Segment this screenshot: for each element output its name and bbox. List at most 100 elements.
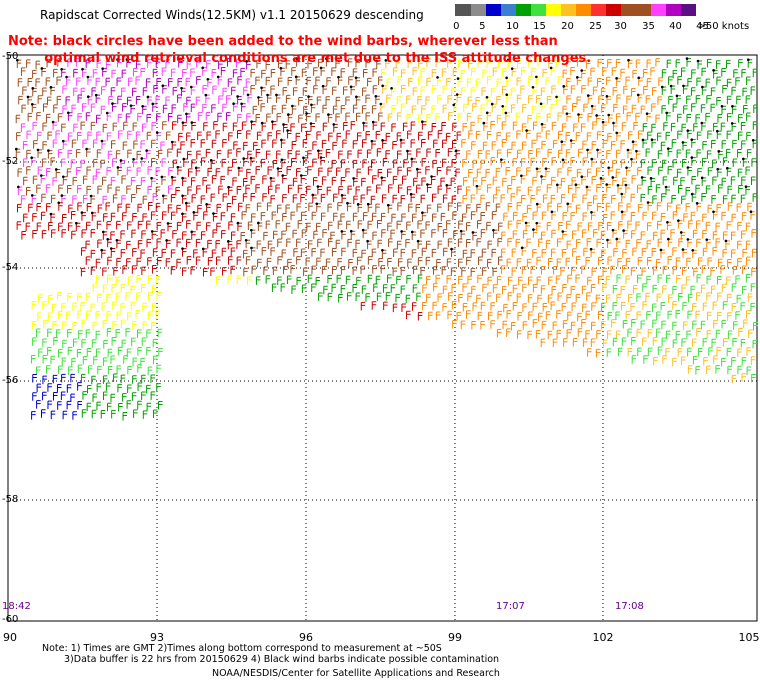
wind-barb	[285, 60, 291, 69]
wind-barb	[86, 221, 91, 231]
wind-barb	[141, 283, 146, 293]
wind-barb	[678, 292, 683, 302]
wind-barb	[686, 257, 691, 267]
wind-barb	[442, 303, 447, 312]
wind-barb	[372, 231, 377, 241]
wind-barb	[90, 303, 96, 313]
wind-barb	[442, 194, 448, 203]
wind-barb	[685, 149, 691, 158]
wind-barb	[653, 356, 658, 366]
wind-barb	[397, 184, 403, 194]
wind-barb	[591, 158, 596, 168]
wind-barb	[156, 113, 161, 122]
wind-barb	[658, 77, 663, 86]
wind-barb	[117, 95, 122, 105]
wind-barb	[165, 96, 170, 105]
wind-barb	[453, 104, 458, 113]
contamination-circle	[111, 102, 114, 105]
wind-barb	[376, 148, 382, 157]
contamination-circle	[349, 229, 353, 233]
contamination-circle	[381, 139, 384, 142]
wind-barb	[21, 104, 26, 114]
wind-barb	[311, 211, 317, 221]
wind-barb	[111, 284, 116, 293]
wind-barb	[606, 348, 612, 357]
wind-barb	[747, 202, 752, 212]
wind-barb	[713, 355, 718, 364]
wind-barb	[301, 229, 307, 238]
wind-barb	[420, 229, 425, 238]
wind-barb	[566, 58, 571, 67]
contamination-circle	[60, 67, 63, 71]
wind-barb	[91, 409, 97, 419]
wind-barb	[387, 204, 393, 214]
wind-barb	[611, 195, 616, 204]
wind-barb	[366, 149, 372, 159]
wind-barb	[587, 113, 592, 122]
wind-barb	[746, 131, 751, 141]
wind-barb	[122, 265, 127, 274]
wind-barb	[183, 103, 188, 112]
wind-barb	[51, 194, 56, 204]
contamination-circle	[746, 58, 750, 62]
wind-barb	[67, 329, 72, 338]
wind-barb	[416, 292, 421, 302]
contamination-circle	[505, 76, 508, 80]
wind-barb	[410, 139, 416, 148]
wind-barb	[255, 76, 260, 86]
wind-barb	[500, 194, 506, 203]
wind-barb	[437, 222, 443, 232]
wind-barb	[735, 275, 740, 284]
wind-barb	[696, 202, 702, 212]
wind-barb	[171, 68, 176, 78]
wind-barb	[456, 131, 462, 141]
wind-barb	[492, 67, 498, 77]
wind-barb	[333, 123, 338, 133]
wind-barb	[172, 159, 178, 169]
wind-barb	[431, 193, 437, 203]
time-label: 17:07	[496, 601, 525, 612]
wind-barb	[150, 391, 156, 400]
contamination-circle	[381, 84, 384, 88]
wind-barb	[635, 150, 641, 160]
wind-barb	[267, 94, 272, 104]
contamination-circle	[119, 159, 123, 162]
wind-barb	[452, 320, 457, 329]
wind-barb	[96, 293, 102, 303]
wind-barb	[282, 212, 287, 222]
wind-barb	[121, 175, 126, 184]
wind-barb	[606, 330, 612, 339]
wind-barb	[188, 168, 193, 177]
wind-barb	[118, 130, 123, 139]
wind-barb	[622, 249, 627, 258]
wind-barb	[250, 229, 256, 239]
contamination-circle	[160, 175, 164, 179]
wind-barb	[485, 150, 491, 159]
wind-barb	[207, 167, 212, 177]
contamination-circle	[492, 228, 495, 232]
wind-barb	[700, 284, 706, 294]
wind-barb	[36, 203, 41, 212]
wind-barb	[166, 131, 171, 141]
wind-barb	[742, 158, 748, 167]
wind-barb	[548, 276, 553, 286]
contamination-circle	[561, 230, 565, 233]
wind-barb	[582, 338, 588, 347]
wind-barb	[111, 337, 117, 346]
wind-barb	[70, 373, 75, 383]
contamination-circle	[250, 120, 253, 123]
wind-barb	[662, 265, 668, 275]
wind-barb	[267, 166, 273, 175]
contamination-circle	[501, 104, 504, 108]
contamination-circle	[249, 156, 253, 160]
wind-barb	[162, 85, 167, 94]
wind-barb	[550, 104, 555, 113]
wind-barb	[727, 312, 732, 321]
wind-barb	[532, 319, 538, 328]
contamination-circle	[681, 248, 685, 251]
wind-barb	[743, 104, 748, 114]
wind-barb	[440, 212, 446, 222]
wind-barb	[596, 184, 601, 193]
wind-barb	[367, 220, 373, 230]
